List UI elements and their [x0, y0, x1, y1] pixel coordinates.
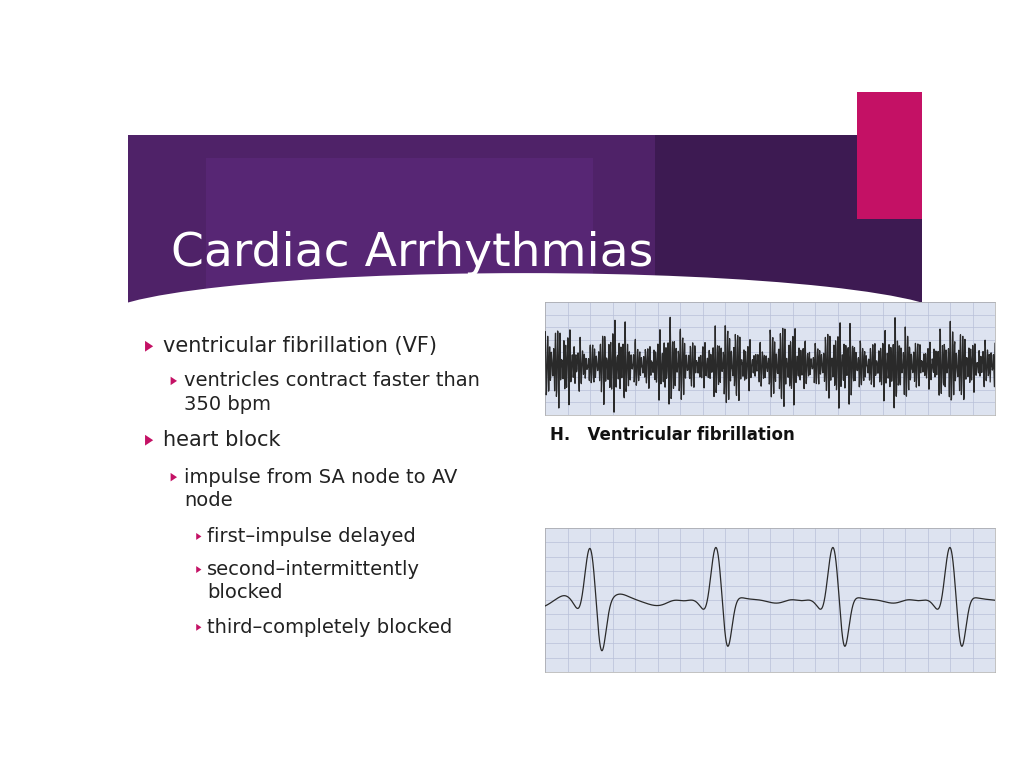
Polygon shape — [197, 533, 202, 540]
Bar — [856, 92, 922, 219]
Text: node: node — [183, 491, 232, 510]
Polygon shape — [145, 341, 154, 352]
Bar — [206, 157, 593, 296]
Text: 350 bpm: 350 bpm — [183, 395, 270, 413]
Polygon shape — [171, 376, 177, 385]
Text: ventricles contract faster than: ventricles contract faster than — [183, 372, 479, 390]
Text: impulse from SA node to AV: impulse from SA node to AV — [183, 468, 457, 487]
Text: I.     Third-degree heart block: I. Third-degree heart block — [550, 621, 825, 639]
Polygon shape — [197, 624, 202, 631]
Polygon shape — [197, 566, 202, 573]
Polygon shape — [145, 435, 154, 445]
Text: ventricular fibrillation (VF): ventricular fibrillation (VF) — [163, 336, 437, 356]
Ellipse shape — [98, 273, 951, 366]
Text: second–intermittently: second–intermittently — [207, 560, 420, 579]
Polygon shape — [171, 473, 177, 482]
Text: heart block: heart block — [163, 430, 281, 450]
Text: Cardiac Arrhythmias: Cardiac Arrhythmias — [171, 231, 653, 276]
Bar — [128, 134, 922, 319]
Text: first–impulse delayed: first–impulse delayed — [207, 527, 416, 546]
Text: blocked: blocked — [207, 583, 283, 602]
Text: H.   Ventricular fibrillation: H. Ventricular fibrillation — [550, 425, 795, 444]
Bar — [128, 134, 655, 319]
Text: third–completely blocked: third–completely blocked — [207, 617, 453, 637]
